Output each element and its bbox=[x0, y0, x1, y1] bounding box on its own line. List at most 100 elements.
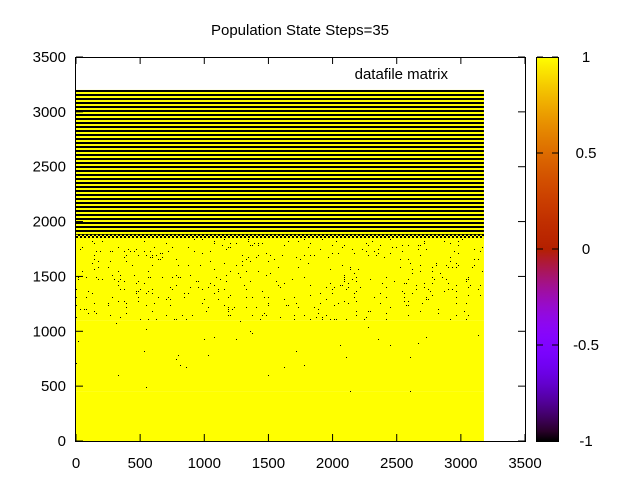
defect-cell bbox=[118, 281, 119, 282]
defect-cell bbox=[162, 253, 163, 254]
y-tick-label: 3500 bbox=[33, 49, 66, 66]
defect-cell bbox=[226, 249, 227, 250]
defect-cell bbox=[94, 269, 95, 270]
defect-cell bbox=[354, 253, 355, 254]
defect-cell bbox=[228, 307, 229, 308]
defect-cell bbox=[148, 271, 149, 272]
defect-cell bbox=[100, 251, 101, 252]
defect-cell bbox=[246, 259, 247, 260]
defect-cell bbox=[426, 337, 427, 338]
defect-cell bbox=[266, 315, 267, 316]
defect-cell bbox=[76, 363, 77, 364]
defect-cell bbox=[168, 251, 169, 252]
defect-cell bbox=[366, 243, 367, 244]
defect-cell bbox=[144, 241, 145, 242]
defect-cell bbox=[114, 279, 115, 280]
defect-cell bbox=[124, 251, 125, 252]
defect-cell bbox=[86, 309, 87, 310]
defect-cell bbox=[326, 315, 327, 316]
defect-cell bbox=[482, 271, 483, 272]
defects-layer bbox=[76, 239, 483, 392]
defect-cell bbox=[284, 367, 285, 368]
defect-cell bbox=[252, 297, 253, 298]
defect-cell bbox=[248, 257, 249, 258]
defect-cell bbox=[284, 283, 285, 284]
y-tick-label: 0 bbox=[58, 433, 66, 450]
defect-cell bbox=[118, 301, 119, 302]
defect-cell bbox=[404, 293, 405, 294]
defect-cell bbox=[356, 291, 357, 292]
defect-cell bbox=[390, 345, 391, 346]
defect-cell bbox=[478, 289, 479, 290]
defect-cell bbox=[468, 315, 469, 316]
defect-cell bbox=[120, 317, 121, 318]
defect-cell bbox=[456, 263, 457, 264]
defect-cell bbox=[230, 271, 231, 272]
defect-cell bbox=[126, 307, 127, 308]
defect-cell bbox=[452, 289, 453, 290]
defect-cell bbox=[110, 261, 111, 262]
defect-cell bbox=[378, 249, 379, 250]
defect-cell bbox=[342, 265, 343, 266]
defect-cell bbox=[78, 279, 79, 280]
defect-cell bbox=[240, 321, 241, 322]
defect-cell bbox=[392, 247, 393, 248]
defect-cell bbox=[258, 243, 259, 244]
defect-cell bbox=[478, 335, 479, 336]
defect-cell bbox=[138, 291, 139, 292]
defect-cell bbox=[210, 283, 211, 284]
y-tick-label: 2000 bbox=[33, 214, 66, 231]
defect-cell bbox=[292, 279, 293, 280]
colorbar-tick-label: -0.5 bbox=[573, 337, 599, 354]
colorbar-tick-label: 1 bbox=[582, 49, 590, 66]
defect-cell bbox=[456, 285, 457, 286]
defect-cell bbox=[236, 243, 237, 244]
defect-cell bbox=[138, 301, 139, 302]
defect-cell bbox=[426, 299, 427, 300]
defect-cell bbox=[268, 305, 269, 306]
defect-cell bbox=[80, 249, 81, 250]
defect-cell bbox=[410, 391, 411, 392]
defect-cell bbox=[154, 303, 155, 304]
defect-cell bbox=[352, 249, 353, 250]
defect-cell bbox=[268, 375, 269, 376]
defect-cell bbox=[208, 287, 209, 288]
defect-cell bbox=[474, 265, 475, 266]
defect-cell bbox=[318, 313, 319, 314]
defect-cell bbox=[176, 319, 177, 320]
defect-cell bbox=[250, 331, 251, 332]
defect-cell bbox=[166, 315, 167, 316]
defect-cell bbox=[320, 293, 321, 294]
defect-cell bbox=[348, 287, 349, 288]
defect-cell bbox=[214, 285, 215, 286]
defect-cell bbox=[188, 265, 189, 266]
defect-cell bbox=[144, 351, 145, 352]
defect-cell bbox=[424, 241, 425, 242]
defect-cell bbox=[146, 255, 147, 256]
defect-cell bbox=[346, 319, 347, 320]
defect-cell bbox=[256, 307, 257, 308]
defect-cell bbox=[250, 281, 251, 282]
defect-cell bbox=[194, 251, 195, 252]
colorbar-tick-label: 0 bbox=[582, 241, 590, 258]
defect-cell bbox=[136, 283, 137, 284]
defect-cell bbox=[234, 307, 235, 308]
defect-cell bbox=[468, 287, 469, 288]
defect-cell bbox=[468, 277, 469, 278]
defect-cell bbox=[334, 319, 335, 320]
defect-cell bbox=[294, 315, 295, 316]
defect-cell bbox=[432, 277, 433, 278]
defect-cell bbox=[348, 303, 349, 304]
defect-cell bbox=[118, 285, 119, 286]
defect-cell bbox=[304, 277, 305, 278]
defect-cell bbox=[322, 317, 323, 318]
defect-cell bbox=[146, 387, 147, 388]
defect-cell bbox=[200, 265, 201, 266]
defect-cell bbox=[78, 277, 79, 278]
defect-cell bbox=[380, 303, 381, 304]
defect-cell bbox=[172, 289, 173, 290]
defect-cell bbox=[464, 311, 465, 312]
defect-cell bbox=[248, 239, 249, 240]
defect-cell bbox=[404, 297, 405, 298]
defect-cell bbox=[218, 299, 219, 300]
